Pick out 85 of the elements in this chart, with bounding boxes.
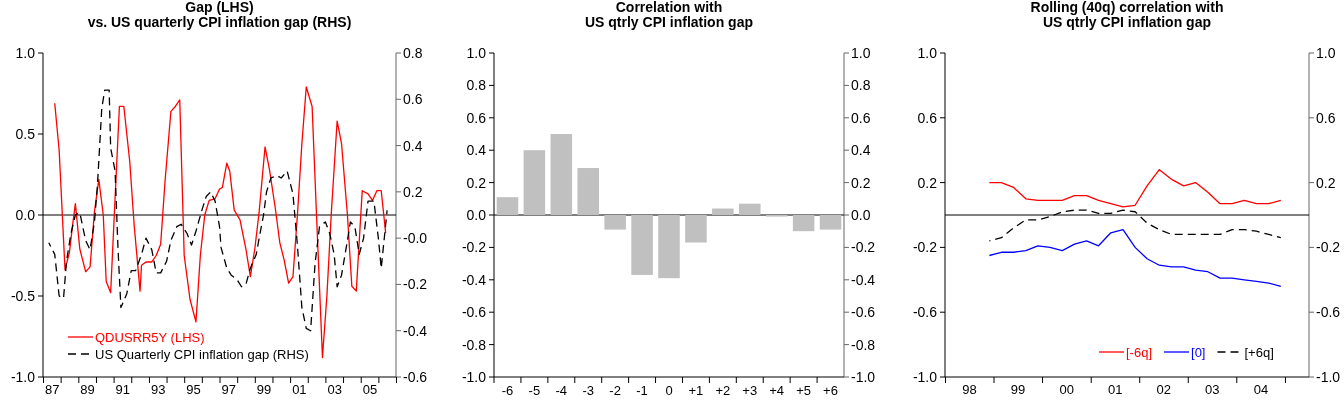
y2-tick-label: -0.0 [403, 230, 428, 247]
y2-tick-label: 0.8 [403, 45, 423, 61]
y2-tick-label: -0.2 [851, 239, 876, 256]
legend-label: US Quarterly CPI inflation gap (RHS) [95, 347, 309, 362]
y2-tick-label: 0.0 [851, 207, 871, 223]
x-tick-label: -2 [609, 383, 621, 398]
x-tick-label: 03 [1205, 382, 1220, 398]
chart-title: Gap (LHS) vs. US quarterly CPI inflation gap (RHS) [87, 0, 352, 30]
y-tick-label: 0.4 [466, 142, 487, 159]
y2-tick-label: -0.6 [851, 304, 876, 321]
x-tick-label: 87 [45, 382, 60, 398]
y-tick-label: 1.0 [15, 45, 36, 61]
x-tick-label: 01 [292, 382, 307, 398]
y2-tick-label: 0.6 [403, 91, 423, 108]
y-tick-label: -0.2 [912, 239, 938, 256]
x-tick-label: -6 [501, 383, 514, 398]
x-tick-label: +2 [715, 383, 731, 398]
x-tick-label: +3 [742, 383, 758, 398]
chart-title: Correlation with US qtrly CPI inflation gap [584, 0, 754, 30]
x-tick-label: 93 [150, 382, 166, 398]
x-tick-label: 00 [1059, 382, 1074, 398]
x-tick-label: -1 [636, 383, 648, 398]
y-tick-label: -1.0 [10, 369, 36, 385]
x-tick-label: 0 [665, 383, 673, 398]
y-tick-label: 0.5 [15, 126, 36, 142]
legend-label: QDUSRR5Y (LHS) [95, 330, 205, 345]
y-tick-label: 0.2 [917, 174, 938, 191]
y-tick-label: 0.0 [466, 207, 487, 223]
x-tick-label: 03 [327, 382, 342, 398]
y2-tick-label: -0.6 [403, 369, 428, 385]
x-tick-label: -4 [555, 383, 568, 398]
y2-tick-label: 0.2 [1316, 174, 1336, 191]
y-tick-label: 0.8 [466, 77, 487, 94]
y2-tick-label: -0.2 [403, 276, 428, 293]
y-tick-label: -0.6 [461, 304, 487, 321]
y-tick-label: 0.2 [466, 174, 487, 191]
y-tick-label: -0.2 [461, 239, 487, 256]
legend-label: [+6q] [1244, 345, 1274, 360]
x-tick-label: 97 [221, 382, 237, 398]
y-tick-label: -1.0 [912, 369, 938, 385]
y2-tick-label: 0.6 [1316, 109, 1336, 126]
y2-tick-label: -0.4 [403, 322, 428, 339]
y2-tick-label: 0.2 [851, 174, 871, 191]
y2-tick-label: 0.8 [851, 77, 871, 94]
x-tick-label: 05 [362, 382, 378, 398]
x-tick-label: +1 [688, 383, 704, 398]
y-tick-label: 0.0 [15, 207, 36, 223]
y-tick-label: -0.5 [10, 288, 36, 304]
x-tick-label: 91 [115, 382, 131, 398]
x-tick-label: 99 [1010, 382, 1026, 398]
chart-title: Rolling (40q) correlation with US qtrly CPI inflation gap [1030, 0, 1224, 30]
y2-tick-label: 0.4 [403, 137, 423, 154]
y2-tick-label: 0.6 [851, 109, 871, 126]
y2-tick-label: 0.2 [403, 183, 423, 200]
x-tick-label: 98 [962, 382, 977, 398]
x-tick-label: 95 [186, 382, 201, 398]
x-tick-label: -3 [582, 383, 595, 398]
y2-tick-label: 1.0 [1316, 45, 1336, 61]
y-tick-label: -0.4 [461, 271, 487, 288]
x-tick-label: 89 [80, 382, 95, 398]
y2-tick-label: -0.6 [1316, 304, 1341, 321]
y2-tick-label: -0.4 [851, 271, 876, 288]
x-tick-label: 99 [256, 382, 272, 398]
y-tick-label: -1.0 [461, 369, 487, 385]
x-tick-label: 04 [1253, 382, 1269, 398]
y2-tick-label: -0.8 [851, 336, 876, 353]
x-tick-label: +5 [796, 383, 812, 398]
y-tick-label: -0.6 [912, 304, 938, 321]
legend-label: [-6q] [1126, 345, 1153, 360]
y-tick-label: -0.8 [461, 336, 487, 353]
y2-tick-label: -1.0 [1316, 369, 1341, 385]
y-tick-label: 1.0 [466, 45, 487, 61]
y2-tick-label: 1.0 [851, 45, 871, 61]
x-tick-label: -5 [528, 383, 541, 398]
y2-tick-label: -1.0 [851, 369, 876, 385]
x-tick-label: +4 [769, 383, 785, 398]
y2-tick-label: 0.4 [851, 142, 871, 159]
y2-tick-label: -0.2 [1316, 239, 1341, 256]
y-tick-label: 1.0 [917, 45, 938, 61]
x-tick-label: +6 [823, 383, 838, 398]
x-tick-label: 01 [1108, 382, 1123, 398]
x-tick-label: 02 [1156, 382, 1172, 398]
legend-label: [0] [1191, 345, 1206, 360]
y-tick-label: 0.6 [917, 109, 938, 126]
y-tick-label: 0.6 [466, 109, 487, 126]
